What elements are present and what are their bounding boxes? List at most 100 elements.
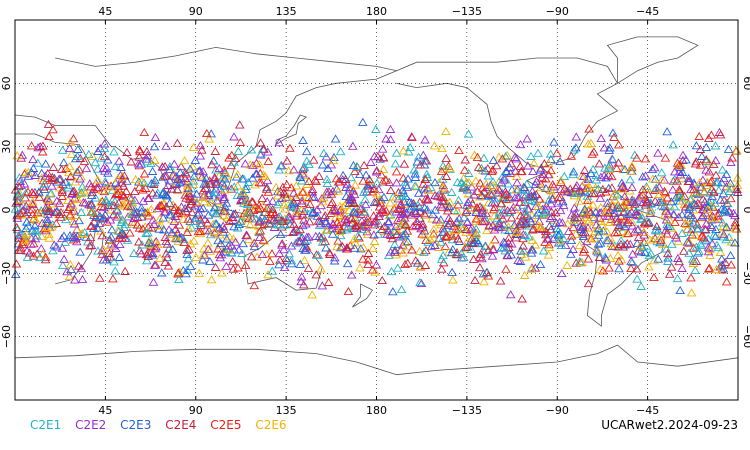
point-marker	[594, 159, 605, 168]
point-marker	[535, 165, 546, 174]
point-marker	[691, 242, 702, 251]
point-marker	[308, 208, 319, 217]
point-marker	[471, 214, 482, 223]
point-marker	[666, 262, 677, 271]
point-marker	[170, 224, 181, 233]
point-marker	[639, 227, 649, 236]
point-marker	[44, 233, 55, 242]
point-marker	[327, 205, 338, 214]
point-marker	[356, 204, 366, 213]
point-marker	[274, 260, 284, 269]
point-marker	[66, 149, 77, 158]
point-marker	[241, 230, 252, 239]
point-marker	[49, 173, 60, 182]
legend-item: C2E1	[30, 418, 62, 432]
point-marker	[718, 230, 729, 239]
point-marker	[336, 210, 346, 219]
point-marker	[199, 197, 209, 206]
point-marker	[62, 267, 72, 276]
point-marker	[617, 184, 628, 193]
point-marker	[499, 242, 509, 251]
point-marker	[64, 271, 75, 281]
point-marker	[588, 200, 598, 209]
lon-tick-label-top: 90	[189, 5, 203, 18]
point-marker	[142, 256, 152, 265]
point-marker	[454, 236, 465, 245]
point-marker	[704, 167, 714, 176]
point-marker	[32, 208, 43, 217]
point-marker	[418, 222, 428, 231]
point-marker	[72, 194, 83, 203]
point-marker	[385, 198, 395, 207]
point-marker	[90, 193, 101, 202]
point-marker	[59, 231, 69, 240]
point-marker	[240, 210, 251, 219]
point-marker	[617, 182, 628, 191]
point-marker	[730, 238, 740, 247]
point-marker	[335, 205, 346, 214]
point-marker	[530, 197, 541, 206]
point-marker	[379, 192, 389, 201]
point-marker	[341, 182, 351, 191]
point-marker	[182, 249, 192, 258]
point-marker	[10, 269, 21, 279]
point-marker	[599, 143, 610, 152]
point-marker	[631, 207, 641, 216]
point-marker	[37, 218, 47, 227]
point-marker	[167, 244, 178, 254]
point-marker	[417, 229, 427, 238]
point-marker	[708, 159, 719, 168]
point-marker	[728, 208, 739, 217]
point-marker	[526, 196, 537, 205]
point-marker	[581, 237, 592, 246]
point-marker	[553, 192, 564, 201]
legend: C2E1 C2E2 C2E3 C2E4 C2E5 C2E6	[30, 418, 297, 432]
point-marker	[625, 175, 635, 184]
point-marker	[182, 184, 192, 193]
point-marker	[149, 142, 160, 151]
point-marker	[534, 216, 545, 226]
point-marker	[405, 142, 415, 152]
point-marker	[157, 162, 168, 171]
point-marker	[723, 144, 734, 153]
point-marker	[443, 220, 453, 229]
point-marker	[644, 251, 654, 260]
point-marker	[460, 155, 471, 164]
point-marker	[263, 147, 273, 156]
lat-tick-label-right: −60	[741, 325, 750, 348]
point-marker	[664, 269, 675, 278]
point-marker	[378, 204, 388, 213]
point-marker	[383, 218, 394, 227]
point-marker	[605, 233, 615, 242]
point-marker	[288, 227, 298, 237]
lon-tick-label-bottom: 45	[98, 404, 112, 417]
point-marker	[95, 273, 105, 282]
point-marker	[34, 187, 44, 196]
point-marker	[566, 235, 577, 245]
point-marker	[632, 274, 642, 283]
point-marker	[40, 159, 51, 168]
point-marker	[136, 203, 147, 212]
point-marker	[518, 230, 529, 239]
point-marker	[623, 228, 633, 238]
point-marker	[569, 188, 580, 198]
point-marker	[501, 264, 511, 273]
point-marker	[64, 181, 74, 190]
point-marker	[345, 195, 356, 204]
point-marker	[211, 179, 221, 188]
point-marker	[44, 131, 54, 141]
point-marker	[121, 197, 131, 206]
point-marker	[137, 176, 147, 185]
point-marker	[114, 156, 124, 165]
point-marker	[610, 195, 620, 204]
point-marker	[390, 245, 400, 254]
point-marker	[447, 267, 457, 276]
point-marker	[705, 244, 715, 253]
point-marker	[478, 269, 489, 278]
point-marker	[160, 171, 170, 180]
point-marker	[157, 201, 167, 210]
point-marker	[349, 190, 360, 199]
point-marker	[570, 209, 581, 218]
point-marker	[143, 228, 153, 237]
point-marker	[315, 217, 325, 226]
